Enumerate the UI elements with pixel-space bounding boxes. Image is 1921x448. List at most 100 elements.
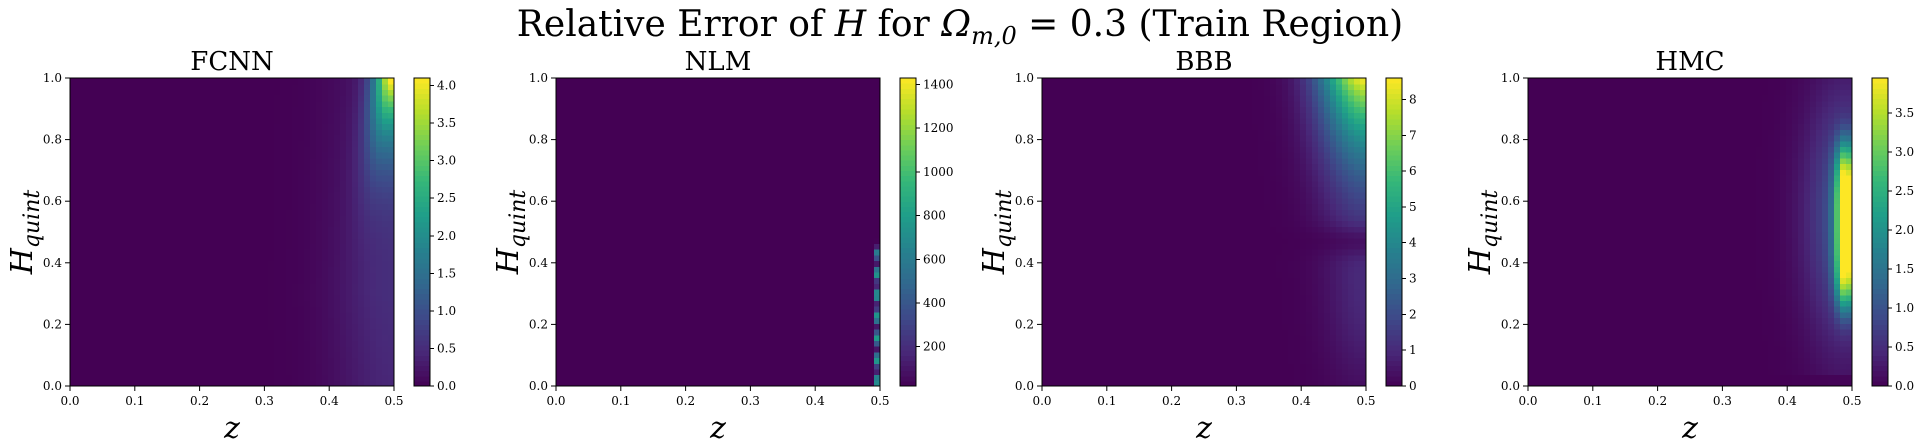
heatmap-cell [88,78,95,85]
heatmap-cell [190,146,197,153]
heatmap-cell [190,334,197,341]
heatmap-cell [292,220,299,227]
heatmap-cell [634,300,641,307]
heatmap-cell [196,260,203,267]
heatmap-cell [730,203,737,210]
heatmap-cell [130,100,137,108]
heatmap-cell [610,254,617,262]
heatmap-cell [640,129,647,136]
heatmap-cell [292,157,299,165]
heatmap-cell [688,283,695,290]
heatmap-cell [298,277,305,284]
heatmap-cell [340,135,347,142]
heatmap-cell [136,106,143,113]
heatmap-cell [154,243,161,250]
heatmap-cell [556,351,563,359]
heatmap-cell [340,266,347,273]
heatmap-cell [664,203,671,210]
heatmap-cell [352,95,359,102]
heatmap-cell [274,357,281,364]
heatmap-cell [754,271,761,279]
heatmap-cell [706,374,713,381]
heatmap-cell [286,368,293,376]
heatmap-cell [724,254,731,262]
heatmap-cell [70,283,77,290]
heatmap-cell [760,271,767,279]
heatmap-cell [610,106,617,113]
heatmap-cell [316,163,323,170]
heatmap-cell [232,192,239,199]
heatmap-cell [760,306,767,313]
heatmap-cell [244,232,251,239]
heatmap-cell [142,243,149,250]
heatmap-cell [214,363,221,370]
heatmap-cell [382,328,389,336]
heatmap-cell [226,226,233,233]
heatmap-cell [232,306,239,313]
heatmap-cell [628,220,635,227]
heatmap-cell [574,83,581,90]
heatmap-cell [214,334,221,341]
heatmap-cell [742,180,749,187]
heatmap-cell [718,140,725,148]
heatmap-cell [166,220,173,227]
heatmap-cell [106,146,113,153]
heatmap-cell [370,317,377,324]
heatmap-cell [76,374,83,381]
heatmap-cell [118,277,125,284]
heatmap-cell [658,294,665,302]
heatmap-cell [700,277,707,284]
heatmap-cell [622,232,629,239]
heatmap-cell [760,209,767,216]
heatmap-cell [154,123,161,130]
heatmap-cell [352,368,359,376]
heatmap-cell [316,346,323,353]
heatmap-cell [184,78,191,85]
heatmap-cell [718,135,725,142]
heatmap-cell [268,289,275,296]
heatmap-cell [256,163,263,170]
heatmap-cell [610,123,617,130]
heatmap-cell [640,277,647,284]
heatmap-cell [556,374,563,381]
heatmap-cell [178,374,185,381]
heatmap-cell [280,89,287,96]
heatmap-cell [268,186,275,193]
heatmap-cell [610,243,617,250]
heatmap-cell [388,374,395,381]
heatmap-cell [130,306,137,313]
heatmap-cell [346,266,353,273]
heatmap-cell [634,100,641,108]
heatmap-cell [316,186,323,193]
heatmap-cell [328,237,335,244]
heatmap-cell [562,237,569,244]
heatmap-cell [316,357,323,364]
heatmap-cell [136,277,143,284]
heatmap-cell [262,100,269,108]
heatmap-cell [346,328,353,336]
heatmap-cell [658,340,665,347]
heatmap-cell [268,123,275,130]
heatmap-cell [112,157,119,165]
heatmap-cell [172,306,179,313]
heatmap-cell [148,135,155,142]
heatmap-cell [310,340,317,347]
heatmap-cell [286,351,293,359]
heatmap-cell [352,334,359,341]
heatmap-cell [754,323,761,330]
x-tick-label: 0.1 [125,394,144,408]
heatmap-cell [766,346,773,353]
heatmap-cell [148,363,155,370]
heatmap-cell [124,311,131,319]
heatmap-cell [562,317,569,324]
heatmap-cell [76,328,83,336]
heatmap-cell [304,220,311,227]
heatmap-cell [742,237,749,244]
heatmap-cell [304,232,311,239]
heatmap-cell [382,294,389,302]
heatmap-cell [388,214,395,222]
heatmap-cell [274,203,281,210]
heatmap-cell [388,363,395,370]
heatmap-cell [208,306,215,313]
heatmap-cell [748,209,755,216]
